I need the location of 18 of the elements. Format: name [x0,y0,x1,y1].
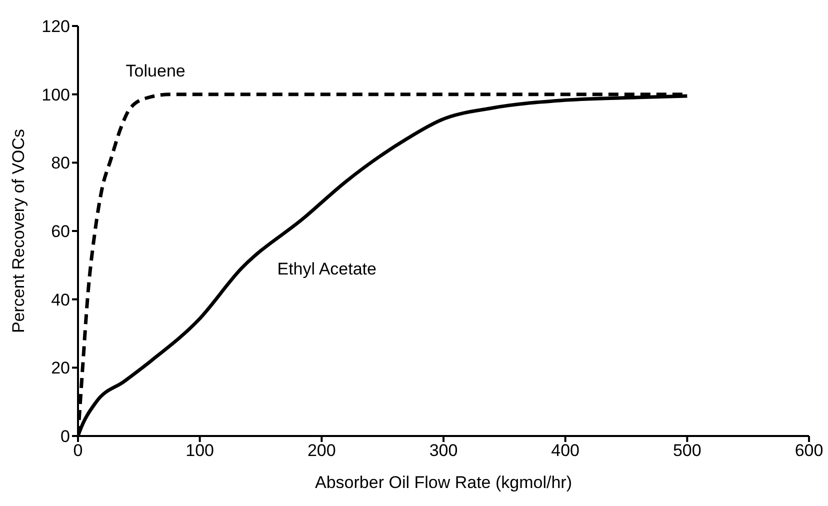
x-tick-label: 300 [429,441,458,460]
x-tick-label: 100 [186,441,214,460]
y-tick-label: 20 [51,358,70,378]
x-tick-label: 500 [672,441,702,460]
y-tick-label: 60 [51,222,70,242]
x-axis-title: Absorber Oil Flow Rate (kgmol/hr) [315,473,572,492]
y-tick-label: 100 [42,85,70,104]
y-tick-label: 40 [51,290,70,310]
y-tick-label: 80 [51,154,70,173]
series-label: Toluene [126,61,186,80]
y-tick-label: 120 [42,17,70,36]
x-tick-label: 600 [794,441,824,460]
x-tick-label: 400 [551,441,580,460]
y-axis-title: Percent Recovery of VOCs [9,128,28,334]
x-tick-label: 200 [307,441,336,460]
x-tick-label: 0 [73,441,83,460]
y-tick-label: 0 [60,427,70,446]
series-label: Ethyl Acetate [277,260,376,279]
